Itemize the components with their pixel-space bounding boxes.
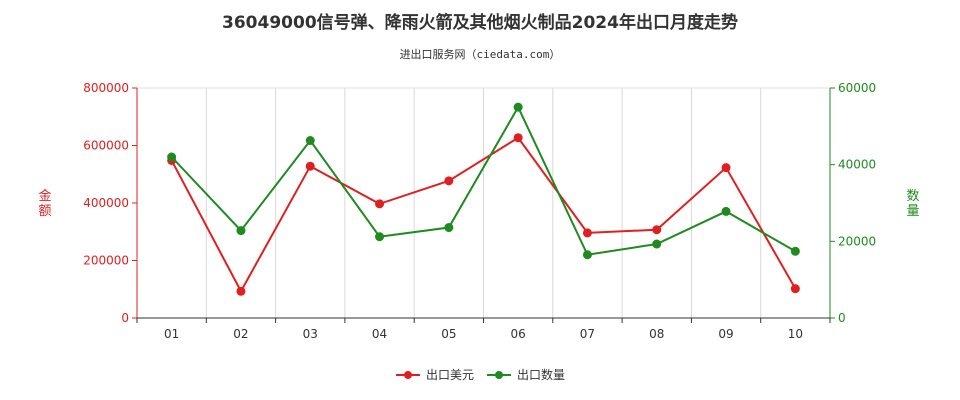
data-point: [513, 133, 523, 143]
x-tick-label: 01: [164, 327, 179, 341]
data-point: [790, 284, 800, 294]
right-axis-label: 数: [906, 189, 919, 204]
data-point: [375, 232, 385, 242]
data-point: [582, 228, 592, 238]
left-axis-label: 额: [38, 204, 51, 219]
x-tick-label: 04: [372, 327, 387, 341]
left-tick-label: 0: [121, 311, 129, 325]
data-point: [236, 286, 246, 296]
left-tick-label: 600000: [83, 139, 129, 153]
data-point: [236, 226, 246, 236]
data-point: [790, 246, 800, 256]
chart-title: 36049000信号弹、降雨火箭及其他烟火制品2024年出口月度走势: [222, 13, 738, 33]
right-axis-label: 量: [906, 204, 919, 219]
x-tick-label: 09: [718, 327, 733, 341]
x-tick-label: 08: [649, 327, 664, 341]
x-tick-label: 05: [441, 327, 456, 341]
x-tick-label: 02: [233, 327, 248, 341]
right-tick-label: 60000: [838, 81, 876, 95]
left-tick-label: 200000: [83, 254, 129, 268]
data-point: [305, 136, 315, 146]
chart-subtitle: 进出口服务网（ciedata.com）: [399, 48, 561, 61]
data-point: [513, 102, 523, 112]
x-tick-label: 07: [580, 327, 595, 341]
x-tick-label: 10: [788, 327, 803, 341]
right-tick-label: 40000: [838, 158, 876, 172]
data-point: [652, 239, 662, 249]
left-tick-label: 800000: [83, 81, 129, 95]
data-point: [652, 225, 662, 235]
series-line: [170, 136, 797, 294]
right-tick-label: 0: [838, 311, 846, 325]
series-line: [170, 105, 796, 256]
data-point: [444, 176, 454, 186]
legend-marker: [404, 371, 412, 379]
x-tick-label: 06: [511, 327, 526, 341]
x-tick-label: 03: [303, 327, 318, 341]
right-tick-label: 20000: [838, 234, 876, 248]
data-point: [721, 206, 731, 216]
legend-marker: [495, 371, 503, 379]
data-point: [305, 161, 315, 171]
data-point: [167, 152, 177, 162]
data-point: [375, 199, 385, 209]
data-point: [721, 163, 731, 173]
legend-label: 出口数量: [517, 367, 565, 382]
data-point: [444, 223, 454, 233]
left-axis-label: 金: [38, 188, 51, 204]
data-point: [582, 250, 592, 260]
legend-label: 出口美元: [426, 368, 474, 382]
left-tick-label: 400000: [83, 196, 129, 210]
